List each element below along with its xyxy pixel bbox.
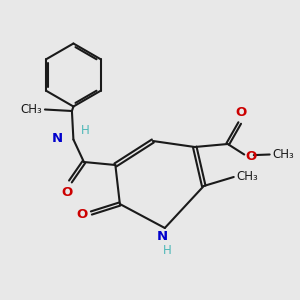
Text: CH₃: CH₃ — [272, 148, 294, 161]
Text: H: H — [81, 124, 90, 137]
Text: O: O — [236, 106, 247, 118]
Text: N: N — [157, 230, 168, 242]
Text: O: O — [246, 149, 257, 163]
Text: CH₃: CH₃ — [236, 170, 258, 184]
Text: O: O — [62, 186, 73, 199]
Text: O: O — [76, 208, 88, 221]
Text: CH₃: CH₃ — [20, 103, 42, 116]
Text: H: H — [163, 244, 172, 257]
Text: N: N — [52, 131, 63, 145]
